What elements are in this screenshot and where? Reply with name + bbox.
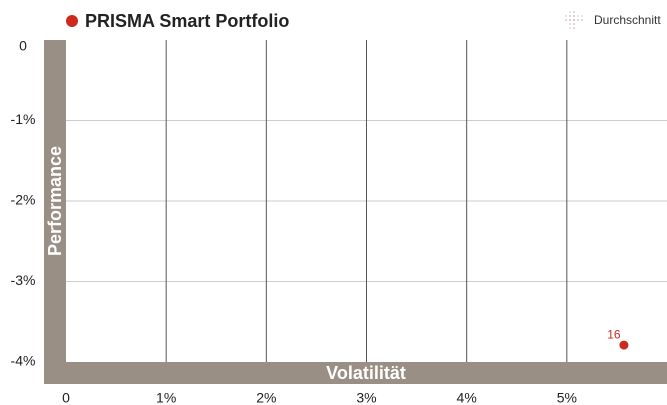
point (619, 340, 629, 350)
y-tick-label: -3% (11, 272, 36, 288)
legend-label: Durchschnitt (594, 13, 661, 27)
title-dot (66, 15, 78, 27)
x-tick-label: 4% (457, 390, 477, 405)
point-label: 16 (607, 327, 621, 341)
y-tick-label: 0 (19, 38, 27, 54)
y-axis-band (44, 40, 66, 384)
x-tick-label: 2% (256, 390, 276, 405)
x-tick-label: 1% (156, 390, 176, 405)
x-axis-label: Volatilität (326, 363, 406, 383)
x-tick-label: 0 (62, 390, 70, 405)
chart-title: PRISMA Smart Portfolio (85, 11, 289, 31)
x-tick-label: 5% (557, 390, 577, 405)
x-tick-label: 3% (356, 390, 376, 405)
x-axis-band (44, 362, 667, 384)
y-tick-label: -2% (11, 192, 36, 208)
legend-icon (565, 11, 583, 29)
y-tick-label: -1% (11, 111, 36, 127)
y-axis-label: Performance (45, 146, 65, 256)
y-tick-label: -4% (11, 353, 36, 369)
